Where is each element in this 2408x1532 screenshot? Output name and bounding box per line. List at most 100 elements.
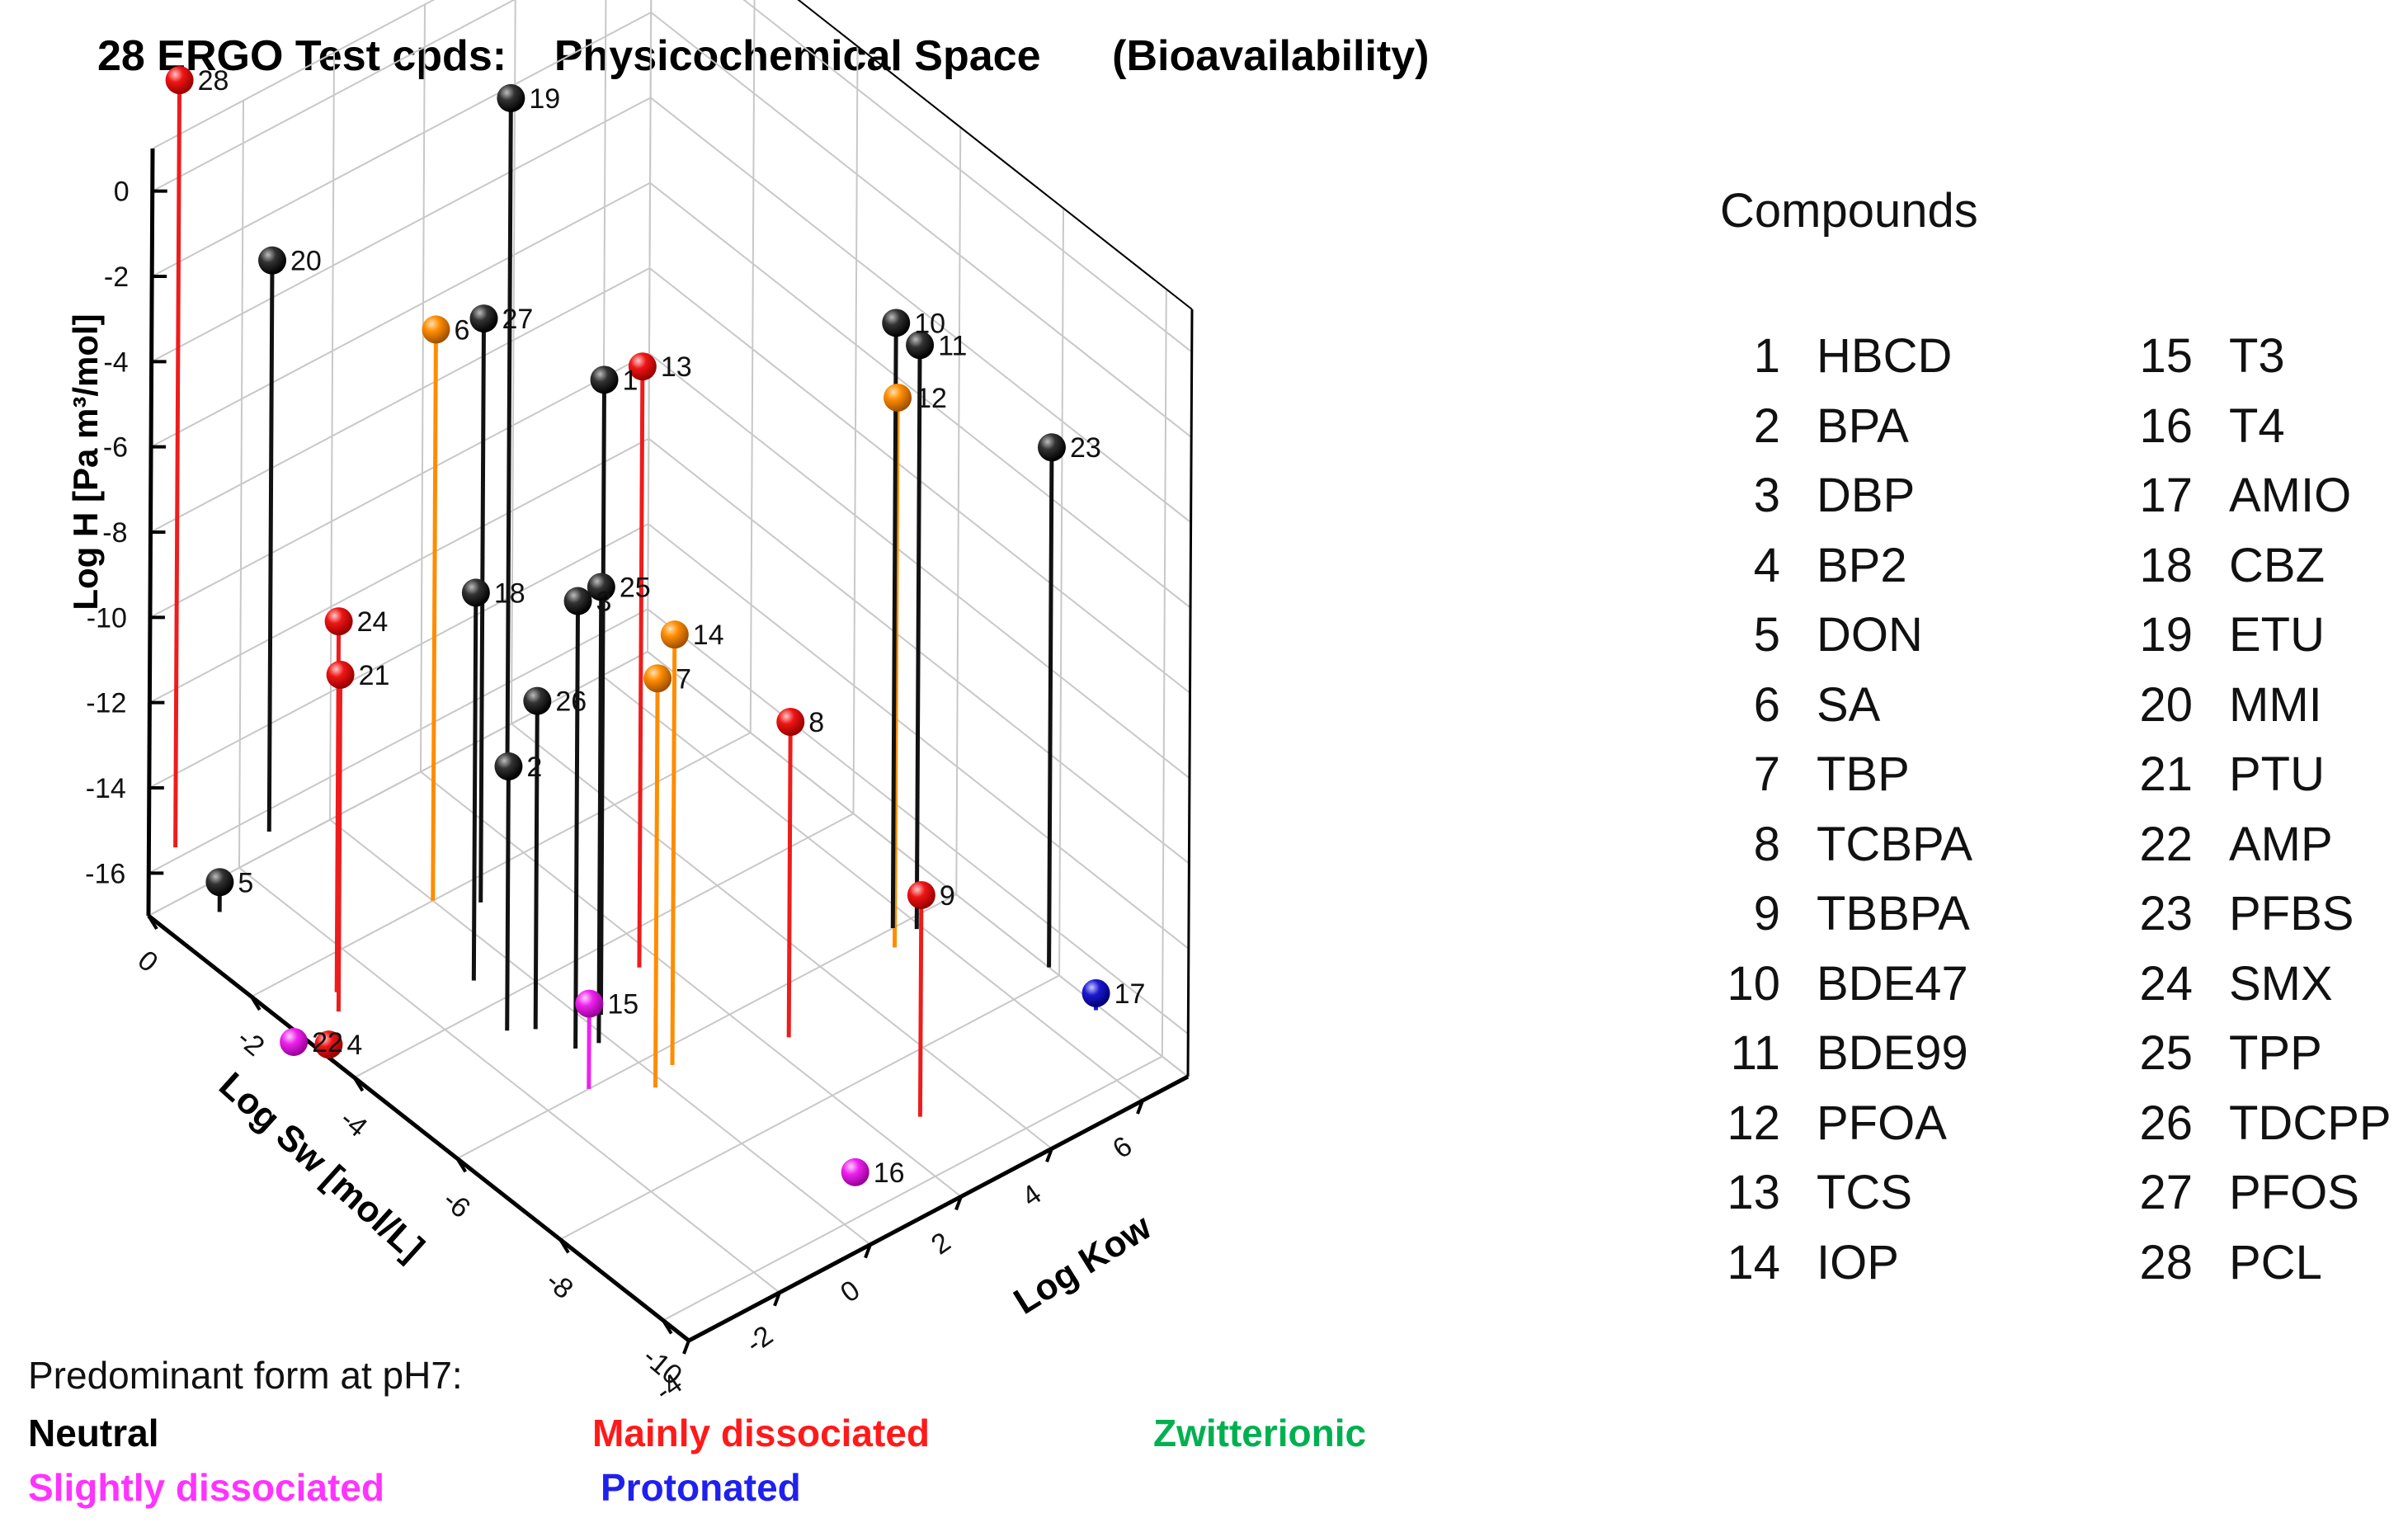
z-axis-title: Log H [Pa m³/mol] xyxy=(66,313,105,610)
marker-11 xyxy=(906,331,935,360)
compound-number: 9 xyxy=(1753,887,1780,940)
y-tick xyxy=(864,1243,872,1259)
x-tick-label: -4 xyxy=(334,1103,374,1143)
point-label-25: 25 xyxy=(620,572,651,603)
compound-name: T3 xyxy=(2229,329,2285,383)
gridline xyxy=(797,0,1193,310)
z-tick-label: 0 xyxy=(114,177,130,208)
point-label-10: 10 xyxy=(914,308,945,339)
compound-number: 10 xyxy=(1727,956,1780,1011)
marker-3 xyxy=(563,587,592,615)
gridline xyxy=(649,97,1192,524)
z-tick-label: -2 xyxy=(104,262,129,293)
x-tick xyxy=(250,996,262,1011)
x-tick xyxy=(662,1319,673,1335)
compound-row: 5 DON xyxy=(1699,601,1972,671)
compound-name: TBBPA xyxy=(1817,887,1970,940)
marker-1 xyxy=(590,365,619,394)
gridline xyxy=(742,0,1193,353)
stem-26 xyxy=(533,700,540,1030)
compound-name: PCL xyxy=(2229,1235,2322,1289)
stem-15 xyxy=(587,1003,591,1089)
point-label-20: 20 xyxy=(290,246,322,277)
compound-name: BP2 xyxy=(1817,538,1907,592)
x-tick-label: -8 xyxy=(540,1266,579,1306)
stem-20 xyxy=(266,260,275,832)
compound-row: 21 PTU xyxy=(2112,740,2392,810)
marker-9 xyxy=(907,880,935,909)
point-label-19: 19 xyxy=(529,83,560,115)
stem-18 xyxy=(471,592,478,981)
compound-row: 19 ETU xyxy=(2112,601,2392,671)
z-tick-label: -14 xyxy=(86,773,126,804)
stem-9 xyxy=(917,894,924,1117)
compound-number: 26 xyxy=(2139,1096,2193,1150)
compounds-list-1: 1 HBCD 2 BPA 3 DBP 4 BP2 5 DON 6 SA 7 TBP 8 TCBPA 9 TBBPA… xyxy=(1699,322,1972,1298)
compound-name: BDE47 xyxy=(1817,956,1968,1011)
stem-23 xyxy=(1047,447,1054,968)
gridline xyxy=(238,867,780,1294)
gridline xyxy=(152,0,516,192)
point-label-24: 24 xyxy=(357,606,389,638)
marker-27 xyxy=(469,304,498,333)
marker-19 xyxy=(497,83,525,112)
gridline xyxy=(456,893,957,1160)
marker-2 xyxy=(494,752,523,780)
stem-7 xyxy=(653,678,660,1088)
chart-title: 28 ERGO Test cpds: Physicochemical Space… xyxy=(97,32,1430,80)
compound-row: 1 HBCD xyxy=(1699,322,1972,392)
compound-row: 28 PCL xyxy=(2112,1228,2392,1299)
compound-row: 14 IOP xyxy=(1699,1228,1972,1299)
stem-28 xyxy=(173,80,182,848)
compound-row: 24 SMX xyxy=(2112,950,2392,1020)
compound-number: 7 xyxy=(1753,747,1780,801)
marker-28 xyxy=(165,66,194,95)
compound-name: TDCPP xyxy=(2229,1096,2392,1150)
compound-name: BPA xyxy=(1817,398,1909,453)
compound-number: 28 xyxy=(2139,1235,2193,1289)
marker-4 xyxy=(314,1030,343,1059)
compound-row: 4 BP2 xyxy=(1699,531,1972,601)
compound-number: 4 xyxy=(1753,538,1780,592)
axis-line xyxy=(797,0,1193,310)
point-label-11: 11 xyxy=(938,330,967,361)
compound-number: 15 xyxy=(2139,329,2193,383)
compound-name: DBP xyxy=(1817,469,1916,522)
markers xyxy=(165,66,1110,1186)
point-label-28: 28 xyxy=(198,65,229,97)
point-label-6: 6 xyxy=(454,314,469,346)
marker-21 xyxy=(326,660,355,689)
compound-number: 22 xyxy=(2139,817,2193,871)
compound-number: 19 xyxy=(2139,608,2193,662)
y-tick xyxy=(682,1340,690,1355)
axes: 0-2-4-6-8-10-12-14-160-2-4-6-8-10-4-2024… xyxy=(66,0,1194,1407)
marker-20 xyxy=(258,246,287,275)
gridline xyxy=(559,974,1060,1241)
compound-number: 3 xyxy=(1753,469,1780,522)
x-tick xyxy=(147,914,158,931)
point-label-14: 14 xyxy=(693,620,724,651)
x-axis-title: Log Sw [mol/L] xyxy=(211,1065,431,1269)
point-label-4: 4 xyxy=(346,1030,362,1061)
compound-name: CBZ xyxy=(2229,538,2325,592)
gridline xyxy=(662,1055,1163,1322)
gridline xyxy=(354,813,854,1079)
stem-19 xyxy=(505,97,513,780)
compound-number: 1 xyxy=(1753,329,1780,383)
compound-number: 25 xyxy=(2139,1026,2193,1080)
x-tick xyxy=(352,1077,365,1092)
compound-name: BDE99 xyxy=(1817,1026,1968,1080)
marker-13 xyxy=(628,352,657,381)
point-label-5: 5 xyxy=(238,867,253,898)
gridline xyxy=(148,523,649,789)
point-label-3: 3 xyxy=(596,587,612,618)
point-label-2: 2 xyxy=(526,752,542,783)
gridline xyxy=(149,352,650,619)
legend-mainly-dissociated: Mainly dissociated xyxy=(592,1412,931,1454)
marker-22 xyxy=(280,1027,309,1056)
z-tick-label: -8 xyxy=(102,517,127,549)
marker-10 xyxy=(882,309,911,337)
point-label-22: 22 xyxy=(312,1027,343,1058)
point-label-12: 12 xyxy=(916,383,947,414)
